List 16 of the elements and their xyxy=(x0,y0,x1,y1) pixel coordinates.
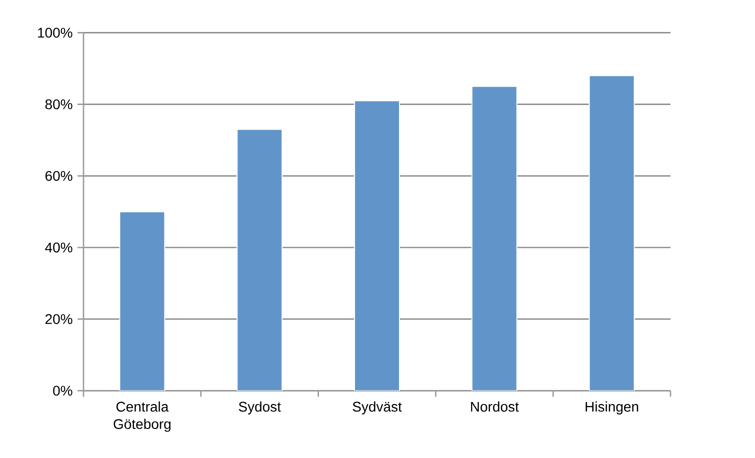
y-tick-label: 0% xyxy=(53,386,72,396)
x-tick-label: Nordost xyxy=(471,401,519,412)
bar xyxy=(119,211,166,391)
y-tick-label: 60% xyxy=(45,170,72,181)
x-tick-label: Sydost xyxy=(238,401,281,414)
x-tick-label: Sydväst xyxy=(352,401,402,414)
bar xyxy=(236,128,283,391)
y-tick-label: 40% xyxy=(45,242,72,252)
y-tick-label: 20% xyxy=(45,314,72,324)
y-tick-label: 100% xyxy=(38,28,72,38)
bar xyxy=(471,86,518,391)
bar xyxy=(354,100,400,391)
bar xyxy=(588,75,635,391)
x-tick-label: Centrala Göteborg xyxy=(114,401,170,432)
y-tick-label: 80% xyxy=(45,99,72,110)
x-tick-label: Hisingen xyxy=(586,401,638,414)
